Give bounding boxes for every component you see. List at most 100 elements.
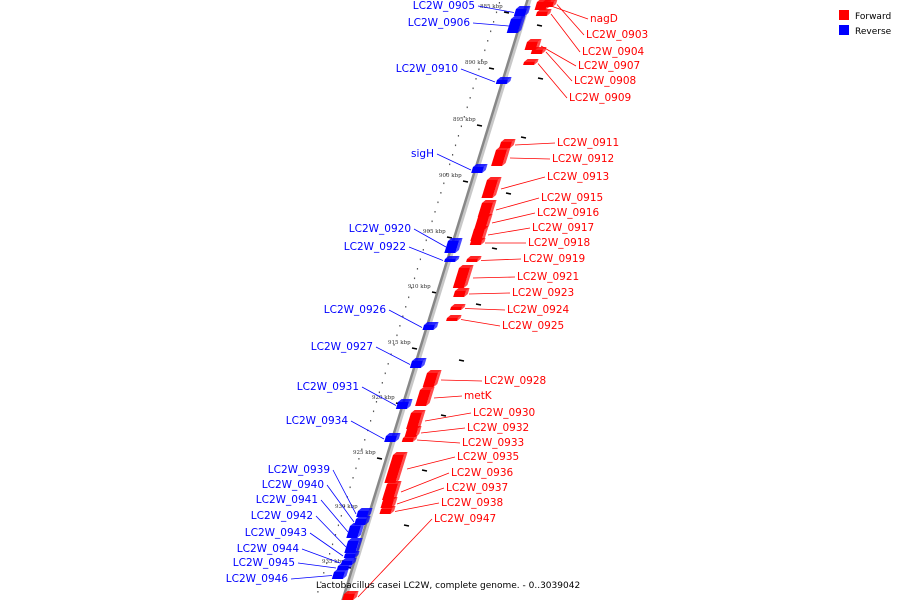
forward-gene-label-metk: metK xyxy=(464,390,493,402)
reverse-gene-label-lc2w-0926: LC2W_0926 xyxy=(324,304,387,316)
tick-label: 890 kbp xyxy=(465,60,488,66)
reverse-gene-label-lc2w-0910: LC2W_0910 xyxy=(396,63,458,75)
track-dot xyxy=(475,78,477,80)
tick-label: 910 kbp xyxy=(408,284,431,290)
forward-gene-connector xyxy=(357,518,433,598)
forward-gene-block-lc2w-0919 xyxy=(466,256,482,262)
reverse-gene-connector xyxy=(436,153,472,171)
forward-gene-connector xyxy=(500,176,546,190)
track-dot xyxy=(317,591,319,593)
track-dot xyxy=(320,581,322,584)
forward-gene-label-lc2w-0904: LC2W_0904 xyxy=(582,46,645,58)
reverse-gene-block-lc2w-0946 xyxy=(331,569,349,579)
forward-gene-block-lc2w-0928 xyxy=(422,370,442,387)
tick-label: 935 kbp xyxy=(322,559,345,565)
track-dot xyxy=(396,334,398,337)
track-dot xyxy=(440,192,442,194)
track-dot xyxy=(329,553,331,555)
track-dot xyxy=(495,11,498,14)
track-dot xyxy=(472,87,474,90)
forward-gene-label-lc2w-0909: LC2W_0909 xyxy=(569,92,631,104)
forward-gene-label-lc2w-0915: LC2W_0915 xyxy=(541,192,603,204)
forward-gene-connector xyxy=(550,5,589,20)
reverse-gene-block-lc2w-0931 xyxy=(395,399,413,409)
tick-mark xyxy=(440,414,447,417)
track-dot xyxy=(437,201,439,204)
forward-gene-label-lc2w-0935: LC2W_0935 xyxy=(457,451,519,463)
reverse-gene-connector xyxy=(320,499,349,533)
track-dot xyxy=(361,448,363,451)
forward-gene-label-nagd: nagD xyxy=(590,13,618,25)
reverse-gene-connector xyxy=(388,309,423,328)
track-dot xyxy=(449,163,451,166)
forward-gene-block-metk xyxy=(415,387,435,406)
track-dot xyxy=(340,515,342,517)
track-dot xyxy=(463,116,465,118)
forward-gene-connector xyxy=(460,319,501,327)
forward-gene-label-lc2w-0938: LC2W_0938 xyxy=(441,497,503,509)
reverse-gene-block-lc2w-0941 xyxy=(346,523,365,538)
reverse-gene-block-sigh xyxy=(471,164,488,173)
forward-gene-label-lc2w-0903: LC2W_0903 xyxy=(586,29,648,41)
forward-gene-block-lc2w-0913 xyxy=(481,177,502,198)
feature-layer xyxy=(331,0,558,600)
track-dot xyxy=(454,144,457,147)
track-dot xyxy=(364,439,366,441)
forward-gene-connector xyxy=(509,157,551,160)
forward-gene-block-lc2w-0947 xyxy=(342,591,359,600)
track-dot xyxy=(355,467,357,470)
reverse-gene-block-lc2w-0910 xyxy=(495,77,512,84)
reverse-gene-block-lc2w-0939 xyxy=(356,508,373,517)
reverse-gene-label-lc2w-0939: LC2W_0939 xyxy=(268,464,330,476)
forward-gene-block-lc2w-0933 xyxy=(401,435,418,442)
forward-gene-label-lc2w-0921: LC2W_0921 xyxy=(517,271,579,283)
forward-gene-connector xyxy=(400,472,450,493)
forward-gene-block-lc2w-0923 xyxy=(453,288,470,297)
tick-mark xyxy=(476,124,483,127)
reverse-gene-label-lc2w-0941: LC2W_0941 xyxy=(256,494,318,506)
tick-mark xyxy=(462,180,469,183)
forward-gene-label-lc2w-0907: LC2W_0907 xyxy=(578,60,640,72)
forward-gene-connector xyxy=(464,308,506,311)
tick-layer: 885 kbp 890 kbp 895 kbp 900 kbp 905 kbp 910 k… xyxy=(317,2,544,593)
track-dot xyxy=(393,344,395,346)
reverse-gene-label-lc2w-0945: LC2W_0945 xyxy=(233,557,295,569)
reverse-gene-connector xyxy=(315,515,347,548)
track-dot xyxy=(384,372,386,375)
legend: Forward Reverse xyxy=(839,10,892,37)
track-dot xyxy=(457,135,460,137)
forward-gene-connector xyxy=(433,395,463,399)
tick-mark xyxy=(411,347,418,350)
track-dot xyxy=(375,401,378,403)
forward-gene-label-lc2w-0924: LC2W_0924 xyxy=(507,304,570,316)
backbone-layer xyxy=(341,0,532,600)
reverse-gene-label-lc2w-0946: LC2W_0946 xyxy=(226,573,289,585)
reverse-gene-connector xyxy=(350,420,385,440)
reverse-gene-connector xyxy=(477,5,515,13)
track-dot xyxy=(487,40,489,42)
forward-gene-label-lc2w-0911: LC2W_0911 xyxy=(557,137,619,149)
forward-gene-block-lc2w-0938 xyxy=(379,506,396,514)
reverse-gene-label-lc2w-0905: LC2W_0905 xyxy=(413,0,475,12)
track-dot xyxy=(411,287,413,289)
forward-gene-connector xyxy=(550,13,581,53)
forward-gene-label-lc2w-0912: LC2W_0912 xyxy=(552,153,614,165)
forward-gene-label-lc2w-0913: LC2W_0913 xyxy=(547,171,609,183)
reverse-gene-connector xyxy=(460,68,496,83)
tick-mark xyxy=(376,457,383,460)
tick-mark xyxy=(503,11,510,14)
reverse-gene-connector xyxy=(301,548,341,564)
forward-gene-label-lc2w-0933: LC2W_0933 xyxy=(462,437,524,449)
forward-gene-label-lc2w-0918: LC2W_0918 xyxy=(528,237,590,249)
forward-gene-connector xyxy=(440,379,483,382)
track-dot xyxy=(416,268,419,270)
tick-mark xyxy=(446,236,453,239)
track-dot xyxy=(352,477,354,479)
track-dot xyxy=(413,277,416,280)
backbone-shadow xyxy=(342,0,532,600)
track-dot xyxy=(405,306,407,308)
genome-caption: Lactobacillus casei LC2W, complete genom… xyxy=(316,581,580,591)
reverse-gene-label-lc2w-0927: LC2W_0927 xyxy=(311,341,373,353)
forward-gene-label-lc2w-0925: LC2W_0925 xyxy=(502,320,564,332)
track-dot xyxy=(428,230,430,232)
